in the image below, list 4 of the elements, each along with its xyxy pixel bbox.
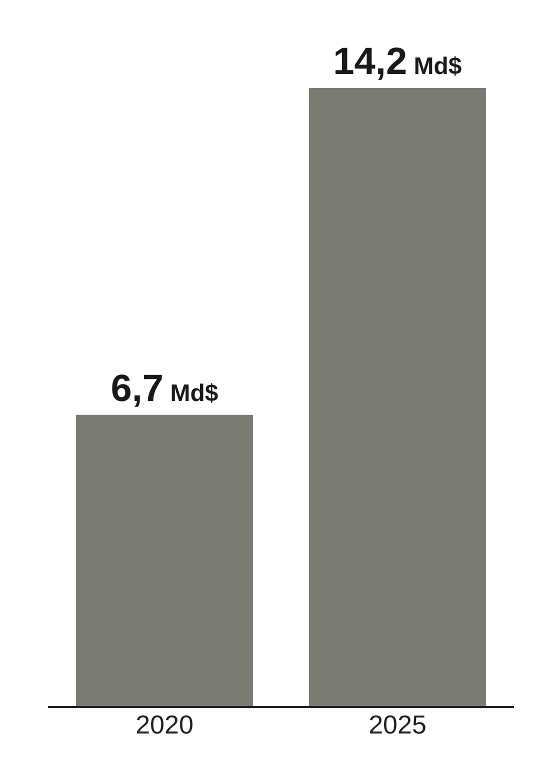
x-tick-label: 2020 — [136, 709, 194, 740]
x-tick-label: 2025 — [368, 709, 426, 740]
data-label: 14,2 Md$ — [333, 41, 462, 83]
data-label: 6,7 Md$ — [110, 368, 219, 410]
